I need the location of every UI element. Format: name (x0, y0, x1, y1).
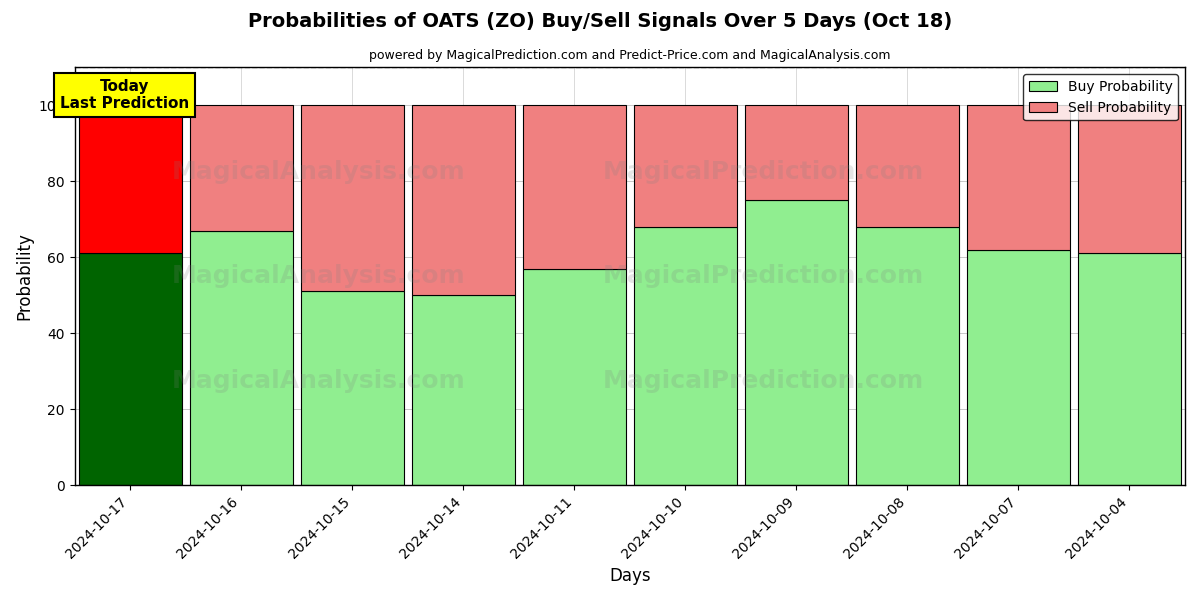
Text: MagicalAnalysis.com: MagicalAnalysis.com (172, 264, 466, 288)
Bar (523, 269, 626, 485)
X-axis label: Days: Days (610, 567, 650, 585)
Bar (301, 292, 404, 485)
Title: powered by MagicalPrediction.com and Predict-Price.com and MagicalAnalysis.com: powered by MagicalPrediction.com and Pre… (370, 49, 890, 62)
Legend: Buy Probability, Sell Probability: Buy Probability, Sell Probability (1024, 74, 1178, 121)
Text: Today
Last Prediction: Today Last Prediction (60, 79, 190, 111)
Bar (190, 106, 293, 230)
Bar (78, 106, 182, 253)
Bar (634, 106, 737, 227)
Bar (967, 106, 1070, 250)
Bar (301, 106, 404, 292)
Text: MagicalPrediction.com: MagicalPrediction.com (602, 264, 924, 288)
Bar (78, 253, 182, 485)
Bar (1078, 106, 1181, 253)
Bar (967, 250, 1070, 485)
Text: Probabilities of OATS (ZO) Buy/Sell Signals Over 5 Days (Oct 18): Probabilities of OATS (ZO) Buy/Sell Sign… (248, 12, 952, 31)
Bar (1078, 253, 1181, 485)
Text: MagicalPrediction.com: MagicalPrediction.com (602, 369, 924, 393)
Bar (856, 227, 959, 485)
Text: MagicalAnalysis.com: MagicalAnalysis.com (172, 369, 466, 393)
Text: MagicalPrediction.com: MagicalPrediction.com (602, 160, 924, 184)
Y-axis label: Probability: Probability (16, 232, 34, 320)
Text: MagicalAnalysis.com: MagicalAnalysis.com (172, 160, 466, 184)
Bar (856, 106, 959, 227)
Bar (634, 227, 737, 485)
Bar (412, 106, 515, 295)
Bar (745, 200, 848, 485)
Bar (745, 106, 848, 200)
Bar (190, 230, 293, 485)
Bar (412, 295, 515, 485)
Bar (523, 106, 626, 269)
